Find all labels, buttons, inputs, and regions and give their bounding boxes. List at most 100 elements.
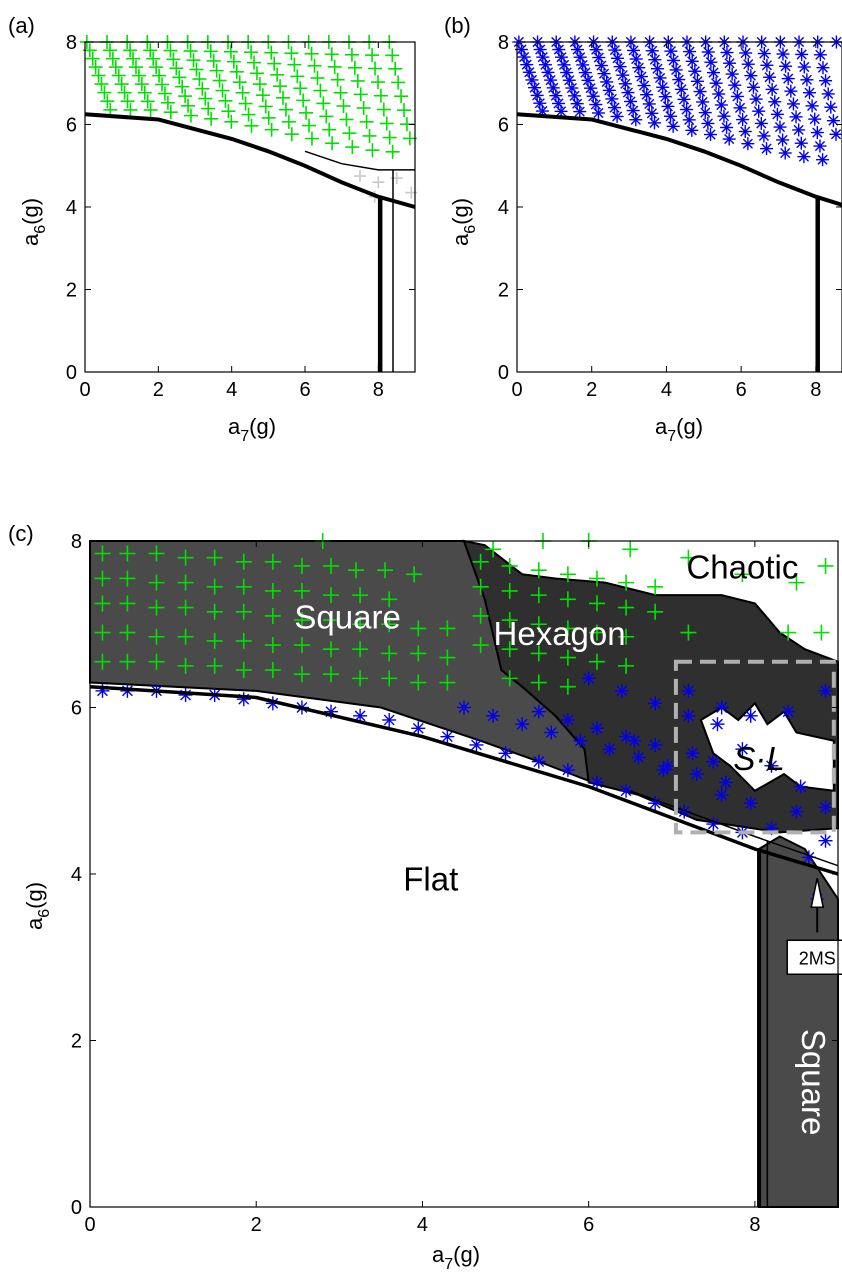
asterisk-marker	[680, 103, 694, 117]
panel-a-ytick-label: 8	[66, 32, 77, 54]
plus-marker	[235, 632, 252, 649]
asterisk-marker	[605, 92, 619, 106]
plus-marker	[276, 90, 290, 105]
plus-marker	[273, 79, 288, 94]
callout-box	[786, 939, 842, 975]
asterisk-marker	[685, 54, 699, 68]
asterisk-marker	[779, 59, 793, 73]
plus-marker	[559, 566, 576, 583]
asterisk-marker	[706, 754, 721, 769]
asterisk-marker	[768, 95, 782, 109]
plus-marker	[439, 649, 456, 666]
asterisk-marker	[618, 77, 632, 91]
panel-a-ytick-label: 4	[66, 197, 77, 219]
asterisk-marker	[648, 796, 663, 811]
plus-marker	[293, 612, 310, 629]
plus-marker	[235, 553, 252, 570]
plus-marker	[352, 641, 369, 658]
plus-marker	[120, 94, 135, 109]
plus-marker	[788, 574, 805, 591]
plus-marker	[177, 628, 194, 645]
asterisk-marker	[650, 62, 664, 76]
panel-b-xlabel: a7(g)	[655, 414, 703, 445]
region-label: Chaotic	[686, 548, 798, 585]
asterisk-marker	[648, 737, 663, 752]
plus-marker	[264, 122, 279, 137]
asterisk-marker	[696, 95, 710, 109]
asterisk-marker	[528, 81, 542, 95]
plus-marker	[647, 578, 664, 595]
plus-marker	[212, 73, 227, 88]
plus-marker	[410, 645, 427, 662]
asterisk-marker	[690, 74, 704, 88]
asterisk-marker	[667, 53, 681, 67]
plus-marker	[201, 101, 216, 116]
panel-b-markers	[512, 35, 842, 167]
asterisk-marker	[757, 47, 771, 61]
panel-b-ytick-label: 8	[498, 32, 509, 54]
panel-a-ticks: 0 2 4 6 8 0 2 4 6 8	[66, 32, 415, 401]
plus-marker	[178, 89, 193, 104]
asterisk-marker	[666, 119, 680, 133]
panel-c-label: (c)	[8, 521, 34, 546]
asterisk-marker	[813, 139, 827, 153]
asterisk-marker	[178, 688, 193, 703]
plus-marker	[278, 102, 293, 117]
asterisk-marker	[706, 66, 720, 80]
asterisk-marker	[608, 101, 621, 115]
asterisk-marker	[723, 56, 737, 70]
plus-marker	[339, 112, 354, 127]
plus-marker	[588, 653, 605, 670]
asterisk-marker	[736, 113, 750, 127]
asterisk-marker	[353, 708, 368, 723]
asterisk-marker	[634, 70, 648, 84]
asterisk-marker	[672, 73, 686, 87]
asterisk-marker	[819, 74, 833, 88]
plus-marker	[323, 612, 340, 629]
plus-marker	[559, 591, 576, 608]
asterisk-marker	[621, 86, 635, 100]
plus-marker	[381, 591, 398, 608]
asterisk-marker	[710, 717, 725, 732]
asterisk-marker	[794, 136, 808, 150]
plus-marker	[203, 44, 218, 59]
plus-marker	[111, 68, 126, 83]
callout-arrow-head	[810, 878, 825, 909]
plus-marker	[163, 43, 178, 58]
region-label: Hexagon	[494, 615, 626, 652]
plus-marker	[394, 89, 409, 104]
plus-marker	[119, 653, 136, 670]
asterisk-marker	[818, 683, 833, 698]
plus-marker	[293, 557, 310, 574]
plus-marker	[97, 85, 112, 100]
plus-marker	[316, 96, 331, 111]
asterisk-marker	[614, 683, 629, 698]
plus-marker	[310, 71, 325, 86]
plus-marker	[618, 599, 635, 616]
lower-boundary-curve	[516, 112, 842, 207]
plus-marker	[385, 48, 400, 63]
asterisk-marker	[709, 76, 723, 90]
asterisk-marker	[544, 725, 559, 740]
asterisk-marker	[656, 762, 671, 777]
plus-marker	[530, 587, 547, 604]
plus-marker	[155, 77, 169, 92]
asterisk-marker	[781, 704, 796, 719]
panel-a-label: (a)	[8, 13, 35, 38]
plus-marker	[588, 595, 605, 612]
plus-marker	[94, 545, 111, 562]
plus-marker	[146, 51, 161, 66]
plus-marker	[345, 140, 360, 155]
plus-marker	[192, 71, 207, 86]
plus-marker	[530, 562, 547, 579]
asterisk-marker	[610, 109, 624, 123]
plus-marker	[618, 628, 635, 645]
plus-marker	[336, 99, 351, 114]
plus-marker	[817, 557, 834, 574]
panel-c-xtick-label: 8	[749, 1214, 760, 1236]
plus-marker	[119, 570, 136, 587]
plus-marker	[319, 109, 334, 124]
plus-marker	[218, 93, 233, 108]
panel-c-xtick-label: 2	[251, 1214, 262, 1236]
plus-marker	[148, 628, 165, 645]
